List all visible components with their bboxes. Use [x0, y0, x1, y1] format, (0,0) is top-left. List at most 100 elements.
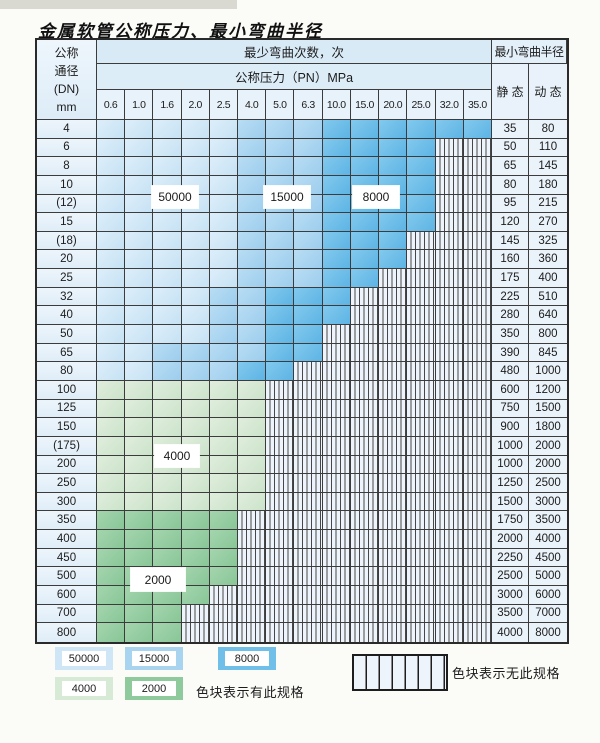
no-spec-cell — [350, 380, 380, 400]
dn-label: 6 — [37, 138, 97, 158]
spec-cell — [181, 269, 210, 288]
pressure-col-header: 32.0 — [435, 90, 464, 120]
static-value-cell: 600 — [491, 380, 529, 400]
dynamic-value-cell: 510 — [528, 287, 567, 307]
no-spec-cell — [322, 586, 351, 605]
dynamic-value-cell: 145 — [528, 157, 567, 176]
dn-label: 200 — [37, 455, 97, 475]
no-spec-cell — [266, 399, 295, 419]
no-spec-cell — [209, 623, 239, 642]
spec-cell — [125, 474, 154, 493]
dynamic-value-cell: 325 — [528, 231, 567, 251]
no-spec-cell — [463, 511, 492, 531]
spec-cell — [125, 194, 154, 214]
spec-cell — [97, 362, 126, 381]
no-spec-cell — [350, 436, 380, 456]
spec-cell — [153, 343, 182, 363]
dynamic-value-cell: 2000 — [528, 436, 567, 456]
no-spec-cell — [238, 567, 267, 587]
spec-cell — [153, 231, 182, 251]
spec-cell — [238, 399, 267, 419]
no-spec-cell — [350, 306, 380, 326]
legend-swatch-15000: 15000 — [125, 647, 183, 670]
spec-cell — [153, 604, 182, 624]
no-spec-cell — [407, 250, 436, 270]
spec-cell — [125, 380, 154, 400]
dynamic-value-cell: 2500 — [528, 474, 567, 493]
spec-cell — [463, 120, 492, 139]
no-spec-cell — [350, 548, 380, 568]
no-spec-cell — [350, 362, 380, 381]
dn-label: 300 — [37, 492, 97, 512]
static-value-cell: 280 — [491, 306, 529, 326]
spec-cell — [97, 436, 126, 456]
no-spec-cell — [181, 623, 210, 642]
no-spec-cell — [209, 586, 239, 605]
spec-cell — [181, 138, 210, 158]
spec-cell — [407, 213, 436, 232]
spec-cell — [97, 474, 126, 493]
region-cycles-label: 8000 — [353, 186, 399, 208]
pressure-col-header: 0.6 — [97, 90, 126, 120]
no-spec-cell — [322, 567, 351, 587]
no-spec-cell — [463, 194, 492, 214]
spec-cell — [153, 548, 182, 568]
legend-label: 15000 — [132, 651, 176, 666]
pressure-col-header: 1.6 — [153, 90, 182, 120]
spec-cell — [294, 157, 323, 176]
no-spec-cell — [435, 269, 464, 288]
no-spec-cell — [266, 586, 295, 605]
no-spec-cell — [322, 492, 351, 512]
dn-label: 350 — [37, 511, 97, 531]
spec-cell — [209, 567, 239, 587]
no-spec-cell — [266, 567, 295, 587]
no-spec-cell — [322, 399, 351, 419]
spec-cell — [97, 399, 126, 419]
no-spec-cell — [463, 492, 492, 512]
no-spec-cell — [379, 418, 408, 437]
no-spec-cell — [294, 511, 323, 531]
dynamic-value-cell: 1800 — [528, 418, 567, 437]
spec-cell — [350, 231, 380, 251]
spec-cell — [97, 194, 126, 214]
no-spec-cell — [435, 287, 464, 307]
no-spec-cell — [294, 418, 323, 437]
static-value-cell: 1500 — [491, 492, 529, 512]
no-spec-cell — [435, 343, 464, 363]
no-spec-cell — [266, 492, 295, 512]
spec-cell — [209, 175, 239, 195]
spec-cell — [266, 362, 295, 381]
corner-line: 公称 — [54, 45, 79, 60]
no-spec-cell — [407, 418, 436, 437]
spec-cell — [379, 120, 408, 139]
spec-cell — [97, 586, 126, 605]
spec-cell — [125, 287, 154, 307]
spec-cell — [181, 250, 210, 270]
dn-label: (18) — [37, 231, 97, 251]
spec-cell — [209, 120, 239, 139]
spec-cell — [153, 287, 182, 307]
dynamic-value-cell: 7000 — [528, 604, 567, 624]
no-spec-cell — [322, 362, 351, 381]
spec-cell — [181, 511, 210, 531]
no-spec-cell — [407, 530, 436, 549]
spec-cell — [350, 250, 380, 270]
spec-cell — [209, 213, 239, 232]
pressure-col-header: 6.3 — [294, 90, 323, 120]
dn-label: 65 — [37, 343, 97, 363]
spec-cell — [209, 343, 239, 363]
spec-cell — [209, 138, 239, 158]
no-spec-cell — [435, 623, 464, 642]
no-spec-cell — [322, 455, 351, 475]
no-spec-cell — [407, 623, 436, 642]
spec-cell — [97, 343, 126, 363]
dynamic-value-cell: 110 — [528, 138, 567, 158]
corner-line: (DN) — [53, 81, 80, 96]
no-spec-cell — [379, 455, 408, 475]
static-header: 静 态 — [491, 64, 529, 120]
spec-cell — [153, 474, 182, 493]
spec-cell — [379, 231, 408, 251]
spec-cell — [294, 138, 323, 158]
spec-cell — [238, 474, 267, 493]
no-spec-cell — [407, 604, 436, 624]
